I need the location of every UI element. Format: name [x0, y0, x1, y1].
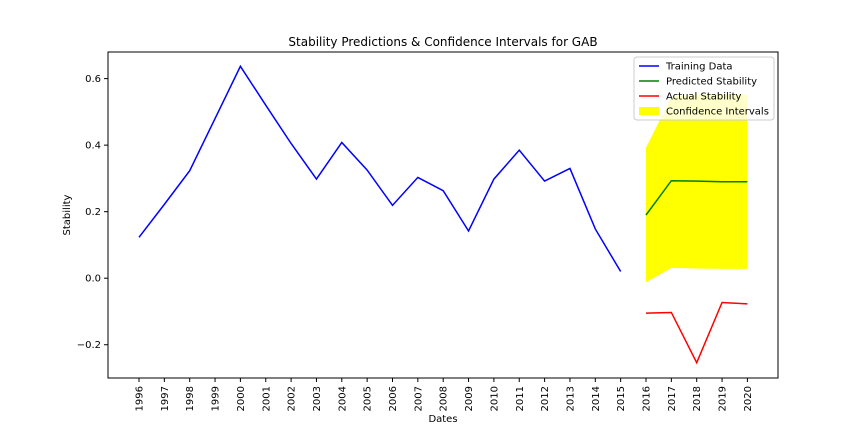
series-line-2: [645, 179, 748, 216]
x-tick-label: 2015: [616, 386, 627, 411]
legend-box: [633, 56, 775, 121]
x-tick-label: 2013: [565, 386, 576, 411]
x-tick-label: 2006: [388, 386, 399, 411]
confidence-band: [646, 94, 748, 283]
x-tick-label: 2018: [692, 386, 703, 411]
x-tick-label: 2019: [718, 386, 729, 411]
x-tick-label: 2016: [642, 386, 653, 411]
y-tick-label: 0.0: [85, 274, 101, 285]
y-tick-label: −0.2: [77, 340, 101, 351]
y-tick-label: 0.4: [85, 141, 101, 152]
x-tick-label: 2000: [236, 386, 247, 411]
x-tick-label: 1996: [135, 386, 146, 411]
y-axis: −0.2 0.0 0.2 0.4 0.6: [77, 74, 108, 351]
y-tick-label: 0.2: [85, 207, 101, 218]
x-tick-label: 1998: [185, 386, 196, 411]
y-axis-label: Stability: [62, 194, 73, 235]
legend-label: Training Data: [665, 62, 733, 73]
y-tick-label: 0.6: [85, 74, 101, 85]
x-tick-label: 2009: [464, 386, 475, 411]
x-tick-label: 2007: [413, 386, 424, 411]
x-tick-label: 2017: [667, 386, 678, 411]
x-tick-label: 2011: [515, 386, 526, 411]
x-tick-label: 2012: [540, 386, 551, 411]
x-tick-label: 2010: [489, 386, 500, 411]
legend-swatch: [639, 107, 659, 115]
chart-title: Stability Predictions & Confidence Inter…: [288, 35, 597, 49]
x-axis-label: Dates: [428, 414, 457, 425]
x-tick-label: 2005: [363, 386, 374, 411]
x-tick-label: 2004: [337, 386, 348, 411]
x-tick-label: 1999: [211, 386, 222, 411]
x-tick-label: 2002: [287, 386, 298, 411]
x-tick-label: 2001: [261, 386, 272, 411]
legend: Training Data Predicted Stability Actual S…: [633, 56, 775, 121]
series-line-1: [138, 64, 622, 272]
x-tick-label: 2008: [439, 386, 450, 411]
legend-label: Confidence Intervals: [666, 107, 769, 118]
plot-area: [138, 64, 748, 365]
legend-label: Predicted Stability: [666, 77, 757, 88]
x-tick-label: 2014: [591, 386, 602, 411]
x-tick-label: 1997: [160, 386, 171, 411]
x-axis: 1996 1997 1998 1999 2000 2001 2002 2003 2004 2005…: [135, 378, 754, 411]
x-tick-label: 2003: [312, 386, 323, 411]
series-line-3: [645, 301, 748, 365]
x-tick-label: 2020: [743, 386, 754, 411]
legend-label: Actual Stability: [666, 92, 742, 103]
